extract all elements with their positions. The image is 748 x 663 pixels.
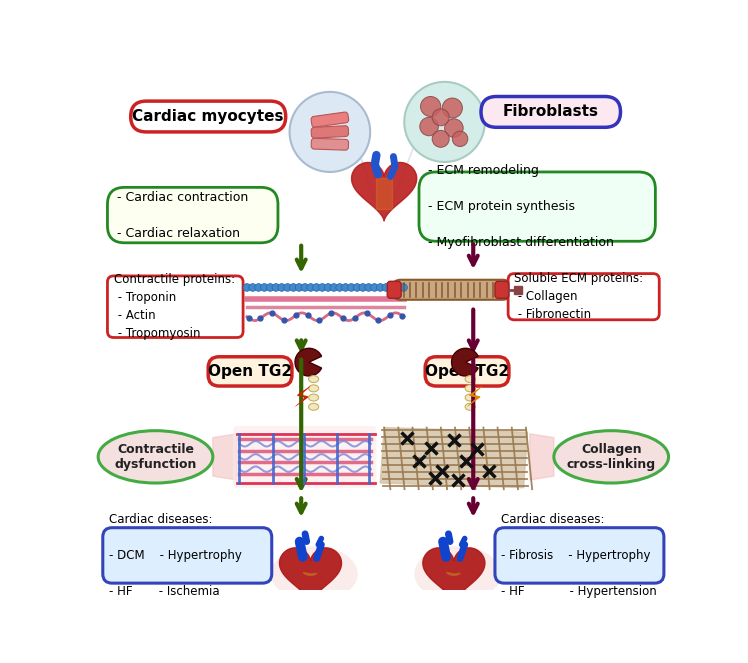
Circle shape bbox=[420, 97, 441, 117]
Polygon shape bbox=[530, 434, 554, 480]
Polygon shape bbox=[357, 147, 376, 205]
Ellipse shape bbox=[465, 385, 475, 392]
Circle shape bbox=[365, 284, 373, 291]
Ellipse shape bbox=[271, 546, 358, 601]
FancyBboxPatch shape bbox=[495, 528, 664, 583]
Circle shape bbox=[376, 284, 384, 291]
Ellipse shape bbox=[465, 394, 475, 401]
Polygon shape bbox=[352, 162, 417, 221]
FancyBboxPatch shape bbox=[108, 276, 243, 337]
Ellipse shape bbox=[98, 431, 213, 483]
FancyBboxPatch shape bbox=[481, 97, 621, 127]
FancyBboxPatch shape bbox=[102, 528, 272, 583]
Ellipse shape bbox=[309, 403, 319, 410]
Circle shape bbox=[336, 284, 343, 291]
Circle shape bbox=[243, 284, 251, 291]
Polygon shape bbox=[280, 548, 342, 603]
FancyBboxPatch shape bbox=[425, 357, 509, 386]
Ellipse shape bbox=[465, 376, 475, 383]
Circle shape bbox=[399, 284, 408, 291]
Circle shape bbox=[444, 119, 463, 137]
Circle shape bbox=[382, 284, 390, 291]
FancyBboxPatch shape bbox=[393, 280, 510, 300]
Text: Cardiac myocytes: Cardiac myocytes bbox=[132, 109, 284, 124]
Wedge shape bbox=[452, 348, 478, 376]
FancyBboxPatch shape bbox=[508, 274, 659, 320]
Text: Fibroblasts: Fibroblasts bbox=[503, 104, 598, 119]
Circle shape bbox=[442, 98, 462, 118]
Circle shape bbox=[278, 284, 286, 291]
Polygon shape bbox=[280, 548, 342, 603]
Circle shape bbox=[272, 284, 280, 291]
FancyBboxPatch shape bbox=[131, 101, 286, 132]
Text: Collagen
cross-linking: Collagen cross-linking bbox=[567, 443, 656, 471]
Text: Open TG2: Open TG2 bbox=[425, 364, 509, 379]
Text: - ECM remodeling

- ECM protein synthesis

- Myofibroblast differentiation: - ECM remodeling - ECM protein synthesis… bbox=[429, 164, 614, 249]
Circle shape bbox=[249, 284, 257, 291]
Ellipse shape bbox=[465, 403, 475, 410]
Circle shape bbox=[359, 284, 367, 291]
Circle shape bbox=[432, 131, 450, 147]
Text: Cardiac diseases:

- Fibrosis    - Hypertrophy

- HF            - Hypertension: Cardiac diseases: - Fibrosis - Hypertrop… bbox=[501, 513, 657, 598]
Wedge shape bbox=[295, 348, 322, 376]
Polygon shape bbox=[392, 137, 417, 205]
FancyBboxPatch shape bbox=[495, 281, 509, 298]
Circle shape bbox=[453, 131, 468, 147]
Circle shape bbox=[404, 82, 485, 162]
Circle shape bbox=[289, 284, 297, 291]
Polygon shape bbox=[213, 434, 237, 480]
Circle shape bbox=[371, 284, 378, 291]
FancyBboxPatch shape bbox=[387, 281, 401, 298]
Circle shape bbox=[301, 284, 309, 291]
FancyBboxPatch shape bbox=[311, 139, 349, 150]
Polygon shape bbox=[423, 548, 485, 603]
Text: ⚡: ⚡ bbox=[293, 385, 313, 413]
FancyBboxPatch shape bbox=[233, 426, 376, 488]
Text: - Cardiac contraction

- Cardiac relaxation: - Cardiac contraction - Cardiac relaxati… bbox=[117, 190, 248, 239]
Ellipse shape bbox=[309, 376, 319, 383]
Circle shape bbox=[330, 284, 338, 291]
Circle shape bbox=[266, 284, 274, 291]
FancyBboxPatch shape bbox=[311, 126, 349, 138]
FancyBboxPatch shape bbox=[311, 112, 349, 127]
Circle shape bbox=[260, 284, 269, 291]
Polygon shape bbox=[380, 428, 527, 488]
Circle shape bbox=[319, 284, 326, 291]
Circle shape bbox=[307, 284, 315, 291]
Polygon shape bbox=[423, 548, 485, 603]
Text: ⚡: ⚡ bbox=[465, 385, 485, 413]
Text: Contractile
dysfunction: Contractile dysfunction bbox=[114, 443, 197, 471]
Text: Soluble ECM proteins:
 - Collagen
 - Fibronectin: Soluble ECM proteins: - Collagen - Fibro… bbox=[515, 272, 643, 321]
Circle shape bbox=[353, 284, 361, 291]
Circle shape bbox=[420, 117, 438, 136]
Circle shape bbox=[342, 284, 349, 291]
FancyBboxPatch shape bbox=[419, 172, 655, 241]
Circle shape bbox=[289, 92, 370, 172]
Circle shape bbox=[313, 284, 320, 291]
Polygon shape bbox=[303, 572, 317, 575]
Ellipse shape bbox=[309, 394, 319, 401]
Ellipse shape bbox=[309, 385, 319, 392]
Text: Open TG2: Open TG2 bbox=[208, 364, 292, 379]
Polygon shape bbox=[352, 162, 417, 221]
Circle shape bbox=[283, 284, 292, 291]
Circle shape bbox=[254, 284, 263, 291]
Text: Contractile proteins:
 - Troponin
 - Actin
 - Tropomyosin: Contractile proteins: - Troponin - Actin… bbox=[114, 273, 235, 340]
Ellipse shape bbox=[554, 431, 669, 483]
Text: Cardiac diseases:

- DCM    - Hypertrophy

- HF       - Ischemia: Cardiac diseases: - DCM - Hypertrophy - … bbox=[109, 513, 242, 598]
Polygon shape bbox=[447, 572, 460, 575]
Circle shape bbox=[347, 284, 355, 291]
Ellipse shape bbox=[414, 546, 501, 601]
Circle shape bbox=[394, 284, 402, 291]
Circle shape bbox=[295, 284, 303, 291]
Circle shape bbox=[388, 284, 396, 291]
FancyBboxPatch shape bbox=[208, 357, 292, 386]
Circle shape bbox=[324, 284, 332, 291]
Circle shape bbox=[432, 109, 450, 126]
FancyBboxPatch shape bbox=[108, 188, 278, 243]
